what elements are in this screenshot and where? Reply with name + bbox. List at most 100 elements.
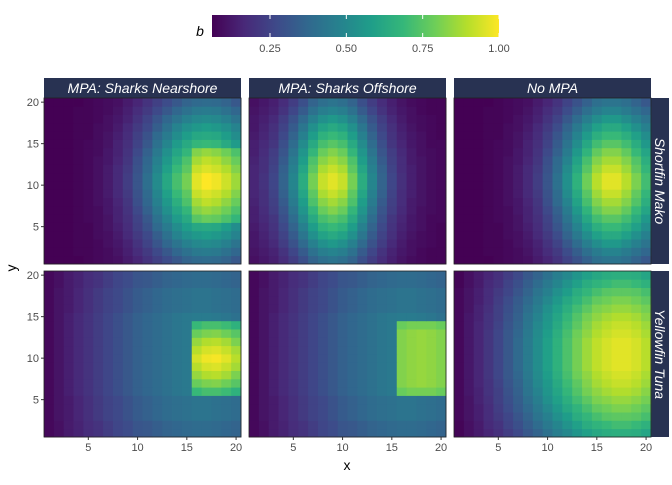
heat-cell (582, 255, 593, 265)
heat-cell (513, 156, 524, 165)
heat-cell (231, 345, 242, 355)
heat-cell (621, 106, 632, 115)
heat-cell (406, 378, 417, 388)
heat-cell (268, 197, 279, 207)
heat-cell (562, 428, 573, 438)
heat-cell (641, 354, 652, 363)
heat-cell (357, 189, 368, 198)
heat-cell (426, 420, 437, 430)
heat-cell (416, 362, 427, 371)
heat-cell (377, 354, 388, 363)
heat-cell (611, 279, 622, 288)
heat-cell (327, 412, 339, 421)
heat-cell (308, 205, 319, 215)
heat-cell (641, 197, 652, 207)
heat-cell (377, 222, 388, 232)
heat-cell (406, 181, 417, 190)
heat-cell (93, 287, 104, 297)
heat-cell (436, 122, 447, 132)
heat-cell (152, 387, 163, 396)
heat-cell (562, 98, 573, 107)
heat-cell (357, 403, 368, 413)
heat-cell (249, 279, 260, 288)
heat-cell (278, 345, 289, 355)
heat-cell (93, 395, 104, 405)
heat-cell (503, 106, 514, 115)
heat-cell (308, 164, 319, 174)
heat-cell (152, 412, 163, 421)
heat-cell (211, 98, 222, 107)
heat-cell (317, 205, 329, 215)
heat-cell (357, 362, 368, 371)
heat-cell (513, 320, 524, 330)
heat-cell (191, 279, 202, 288)
heat-cell (347, 387, 358, 396)
heat-cell (258, 197, 270, 207)
heat-cell (337, 197, 348, 207)
heat-cell (337, 255, 348, 265)
heat-cell (522, 98, 534, 107)
heat-cell (258, 329, 270, 338)
heat-cell (347, 287, 358, 297)
heat-cell (181, 122, 193, 132)
heat-cell (454, 370, 465, 380)
heat-cell (522, 295, 534, 305)
heat-cell (221, 197, 232, 207)
heat-cell (63, 222, 74, 232)
heat-cell (181, 337, 193, 347)
heat-cell (93, 164, 104, 174)
heat-cell (542, 164, 553, 174)
heat-cell (562, 304, 573, 313)
heat-cell (396, 139, 407, 149)
heat-cell (473, 222, 484, 232)
heat-cell (513, 222, 524, 232)
heat-cell (83, 164, 94, 174)
heat-cell (582, 172, 593, 182)
heat-cell (103, 428, 114, 438)
heat-cell (258, 98, 270, 107)
heat-cell (181, 287, 193, 297)
heat-cell (621, 295, 632, 305)
heat-cell (522, 214, 534, 223)
heat-cell (142, 420, 153, 430)
heat-cell (562, 139, 573, 149)
heat-cell (426, 164, 437, 174)
heat-cell (73, 295, 84, 305)
y-axis-title: y (3, 265, 19, 272)
heat-cell (426, 271, 437, 280)
heat-cell (611, 164, 622, 174)
heat-cell (53, 164, 65, 174)
heat-cell (152, 279, 163, 288)
heat-cell (258, 345, 270, 355)
heat-cell (631, 139, 642, 149)
heat-cell (249, 312, 260, 322)
heat-cell (493, 106, 504, 115)
heat-cell (572, 156, 583, 165)
heat-cell (406, 214, 417, 223)
heat-cell (249, 354, 260, 363)
heat-cell (562, 114, 573, 124)
heat-cell (522, 354, 534, 363)
heat-cell (211, 337, 222, 347)
heat-cell (493, 387, 504, 396)
heat-cell (317, 329, 329, 338)
heat-cell (288, 156, 299, 165)
heat-cell (162, 98, 173, 107)
heat-cell (436, 147, 447, 157)
heat-cell (103, 287, 114, 297)
heat-cell (53, 239, 65, 248)
heat-cell (112, 354, 124, 363)
heat-cell (152, 395, 163, 405)
heat-cell (308, 420, 319, 430)
heat-cell (552, 114, 563, 124)
heat-cell (641, 239, 652, 248)
heat-cell (278, 395, 289, 405)
heat-cell (493, 428, 504, 438)
heat-cell (201, 122, 212, 132)
heat-cell (172, 362, 183, 371)
heat-cell (377, 122, 388, 132)
heat-cell (258, 222, 270, 232)
heat-cell (406, 279, 417, 288)
heat-cell (103, 205, 114, 215)
heat-cell (483, 271, 494, 280)
